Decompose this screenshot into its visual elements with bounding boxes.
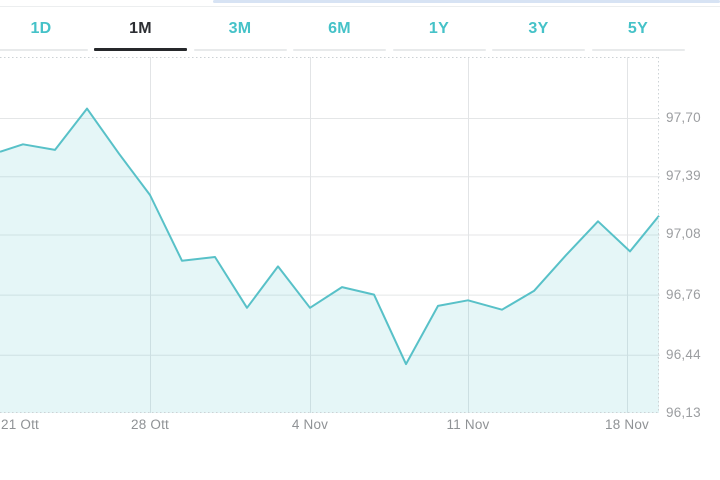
x-tick-label: 4 Nov xyxy=(291,417,329,432)
x-tick-label: 28 Ott xyxy=(131,417,169,432)
tab-underline xyxy=(392,49,486,51)
active-tab-underline xyxy=(94,48,187,51)
tab-underline xyxy=(293,49,386,51)
time-range-tabs: 1D 1M 3M 6M 1Y 3Y 5Y xyxy=(0,14,720,52)
tab-1y[interactable]: 1Y xyxy=(391,14,488,51)
y-tick-label: 96,44 xyxy=(666,346,701,362)
tab-label: 1D xyxy=(30,20,52,37)
tab-3m[interactable]: 3M xyxy=(192,14,289,51)
y-tick-label: 96,13 xyxy=(666,405,701,420)
y-tick-label: 96,76 xyxy=(666,286,701,302)
y-tick-label: 97,70 xyxy=(666,110,701,125)
tab-1d[interactable]: 1D xyxy=(0,14,90,51)
tab-6m[interactable]: 6M xyxy=(291,14,388,51)
tab-label: 5Y xyxy=(627,20,649,37)
tab-1m[interactable]: 1M xyxy=(92,14,189,51)
tab-underline xyxy=(0,49,88,51)
price-chart-plot[interactable] xyxy=(0,57,660,413)
tab-label: 6M xyxy=(328,20,351,37)
y-tick-label: 97,39 xyxy=(666,168,701,184)
tab-label: 1M xyxy=(129,20,152,37)
tab-label: 3Y xyxy=(528,20,549,37)
price-line xyxy=(0,107,660,366)
tab-underline xyxy=(591,49,685,51)
top-scroll-indicator xyxy=(213,0,720,3)
price-area-fill xyxy=(0,108,659,413)
tab-3y[interactable]: 3Y xyxy=(490,14,587,51)
x-tick-label: 11 Nov xyxy=(446,417,490,432)
tab-underline xyxy=(193,49,287,51)
tab-underline xyxy=(492,49,585,51)
top-divider-line xyxy=(0,6,720,7)
tab-label: 1Y xyxy=(428,20,450,37)
tab-5y[interactable]: 5Y xyxy=(590,14,687,51)
tab-label: 3M xyxy=(228,20,252,37)
price-chart-svg xyxy=(0,57,660,413)
y-tick-label: 97,08 xyxy=(666,226,701,242)
x-tick-label: 21 Ott xyxy=(1,417,39,432)
x-tick-label: 18 Nov xyxy=(605,417,649,432)
